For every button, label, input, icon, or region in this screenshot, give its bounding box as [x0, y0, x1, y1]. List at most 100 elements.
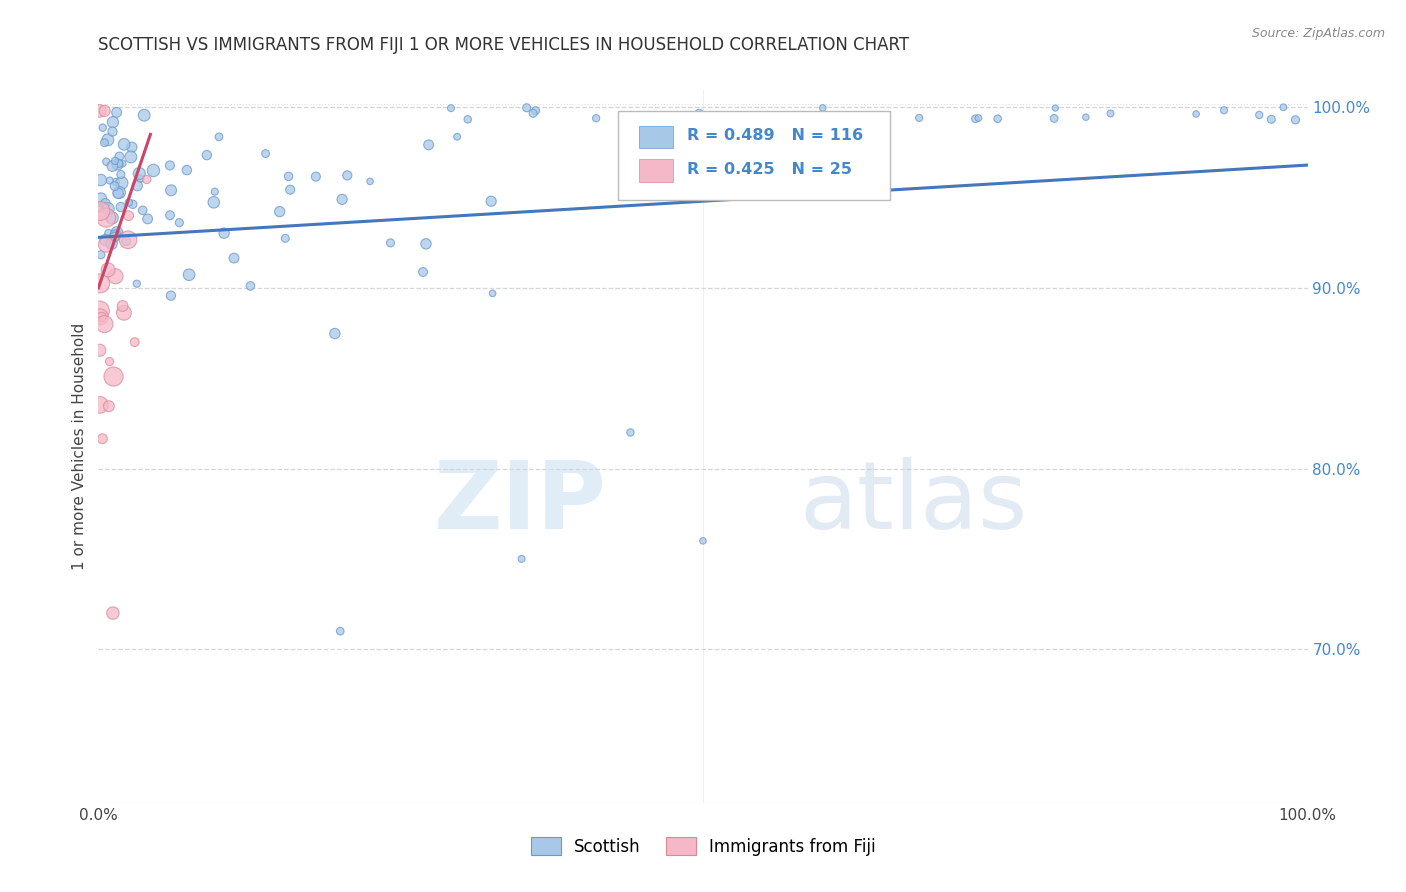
- Point: [222, 251, 245, 265]
- Point: [90, 202, 112, 216]
- Point: [101, 606, 124, 620]
- Point: [692, 533, 714, 548]
- Point: [111, 176, 134, 190]
- Point: [103, 179, 125, 194]
- Point: [97, 263, 120, 277]
- Point: [93, 136, 115, 150]
- Point: [110, 168, 132, 182]
- Bar: [638, 159, 673, 182]
- Point: [129, 171, 152, 186]
- Point: [688, 106, 710, 120]
- Point: [212, 226, 235, 240]
- Point: [1260, 112, 1282, 127]
- Point: [177, 268, 200, 282]
- Point: [112, 137, 135, 152]
- Point: [108, 186, 131, 200]
- Point: [274, 231, 297, 245]
- Point: [112, 306, 135, 320]
- Text: ZIP: ZIP: [433, 457, 606, 549]
- Point: [359, 174, 381, 188]
- Point: [104, 228, 127, 243]
- Point: [96, 237, 118, 252]
- Point: [329, 624, 352, 639]
- Point: [118, 195, 141, 210]
- Point: [97, 227, 120, 241]
- Point: [1249, 108, 1271, 122]
- Point: [105, 227, 128, 242]
- Point: [766, 112, 789, 127]
- Point: [412, 265, 434, 279]
- Point: [323, 326, 346, 341]
- Point: [254, 146, 277, 161]
- Point: [516, 101, 538, 115]
- Point: [479, 194, 502, 209]
- Point: [127, 178, 149, 193]
- Point: [104, 175, 127, 189]
- Point: [89, 310, 111, 324]
- Point: [94, 196, 117, 211]
- Text: Source: ZipAtlas.com: Source: ZipAtlas.com: [1251, 27, 1385, 40]
- Point: [117, 233, 139, 247]
- Point: [97, 133, 120, 147]
- Point: [101, 124, 124, 138]
- Point: [108, 149, 131, 163]
- Point: [128, 167, 150, 181]
- Point: [131, 203, 153, 218]
- Point: [104, 153, 127, 168]
- Point: [305, 169, 328, 184]
- Point: [269, 204, 291, 219]
- Point: [159, 158, 181, 172]
- Point: [101, 115, 124, 129]
- Point: [98, 354, 121, 368]
- Point: [908, 111, 931, 125]
- Y-axis label: 1 or more Vehicles in Household: 1 or more Vehicles in Household: [72, 322, 87, 570]
- Point: [89, 103, 111, 118]
- Point: [94, 211, 117, 225]
- Point: [111, 299, 134, 313]
- Point: [1074, 110, 1097, 124]
- Point: [107, 186, 129, 201]
- Point: [97, 202, 120, 216]
- Text: SCOTTISH VS IMMIGRANTS FROM FIJI 1 OR MORE VEHICLES IN HOUSEHOLD CORRELATION CHA: SCOTTISH VS IMMIGRANTS FROM FIJI 1 OR MO…: [98, 36, 910, 54]
- Legend: Scottish, Immigrants from Fiji: Scottish, Immigrants from Fiji: [524, 830, 882, 863]
- Point: [160, 183, 183, 197]
- Point: [967, 111, 990, 125]
- Point: [336, 169, 359, 183]
- Point: [89, 343, 111, 358]
- Point: [832, 112, 855, 127]
- Point: [159, 208, 181, 222]
- Point: [118, 209, 141, 223]
- Point: [97, 399, 120, 413]
- Point: [93, 317, 115, 331]
- Point: [278, 183, 301, 197]
- Bar: [638, 126, 673, 148]
- Point: [94, 233, 117, 247]
- Point: [510, 552, 533, 566]
- Point: [1099, 106, 1122, 120]
- Text: R = 0.489   N = 116: R = 0.489 N = 116: [688, 128, 863, 143]
- Point: [418, 137, 440, 152]
- Point: [110, 200, 132, 214]
- Point: [91, 432, 114, 446]
- Point: [1045, 101, 1067, 115]
- Point: [105, 105, 128, 120]
- Point: [620, 108, 643, 122]
- Point: [104, 269, 127, 284]
- Point: [585, 112, 607, 126]
- Point: [202, 195, 225, 210]
- Point: [524, 103, 547, 118]
- Point: [987, 112, 1010, 126]
- Point: [115, 234, 138, 248]
- Point: [101, 211, 124, 225]
- Point: [415, 236, 437, 251]
- Point: [91, 120, 114, 135]
- Point: [103, 369, 125, 384]
- Point: [101, 159, 124, 173]
- Point: [481, 286, 503, 301]
- Point: [89, 277, 111, 291]
- Point: [142, 163, 165, 178]
- Point: [111, 156, 134, 170]
- Point: [89, 398, 111, 412]
- Point: [90, 310, 112, 324]
- Point: [105, 226, 128, 240]
